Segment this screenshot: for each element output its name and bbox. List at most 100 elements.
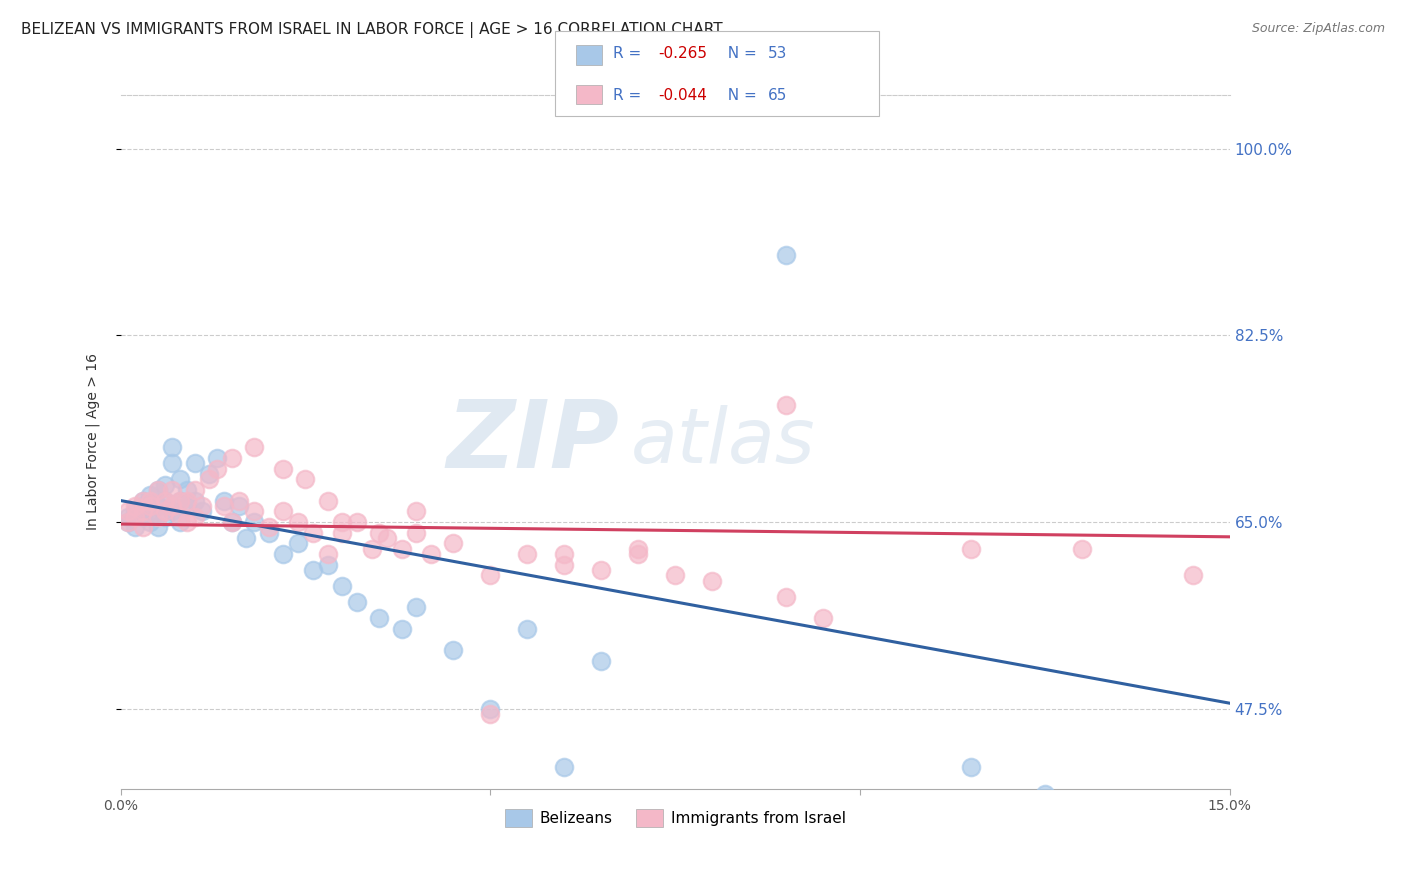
Immigrants from Israel — [132, 520, 155, 534]
Immigrants from Israel — [212, 499, 235, 513]
Text: 65: 65 — [768, 87, 787, 103]
Immigrants from Israel — [153, 493, 176, 508]
Belizeans — [516, 622, 538, 636]
Belizeans — [368, 611, 391, 625]
Belizeans — [124, 504, 146, 518]
Immigrants from Israel — [316, 547, 339, 561]
Immigrants from Israel — [811, 611, 834, 625]
Text: N =: N = — [718, 46, 762, 62]
Immigrants from Israel — [271, 504, 294, 518]
Immigrants from Israel — [553, 558, 575, 572]
Immigrants from Israel — [132, 493, 155, 508]
Text: -0.044: -0.044 — [658, 87, 707, 103]
Belizeans — [775, 248, 797, 262]
Belizeans — [146, 499, 169, 513]
Belizeans — [1033, 787, 1056, 801]
Belizeans — [332, 579, 354, 593]
Belizeans — [139, 504, 162, 518]
Belizeans — [287, 536, 309, 550]
Immigrants from Israel — [257, 520, 280, 534]
Immigrants from Israel — [221, 515, 243, 529]
Immigrants from Israel — [117, 504, 139, 518]
Belizeans — [235, 531, 257, 545]
Belizeans — [146, 483, 169, 497]
Belizeans — [960, 760, 983, 774]
Immigrants from Israel — [242, 504, 264, 518]
Text: atlas: atlas — [631, 405, 815, 479]
Text: R =: R = — [613, 46, 647, 62]
Belizeans — [198, 467, 221, 481]
Immigrants from Israel — [242, 440, 264, 454]
Immigrants from Israel — [591, 563, 613, 577]
Immigrants from Israel — [1181, 568, 1204, 582]
Immigrants from Israel — [146, 483, 169, 497]
Belizeans — [162, 440, 184, 454]
Immigrants from Israel — [124, 509, 146, 524]
Belizeans — [221, 515, 243, 529]
Legend: Belizeans, Immigrants from Israel: Belizeans, Immigrants from Israel — [499, 803, 852, 833]
Text: R =: R = — [613, 87, 647, 103]
Belizeans — [627, 803, 650, 817]
Belizeans — [441, 643, 464, 657]
Immigrants from Israel — [553, 547, 575, 561]
Immigrants from Israel — [441, 536, 464, 550]
Immigrants from Israel — [139, 493, 162, 508]
Y-axis label: In Labor Force | Age > 16: In Labor Force | Age > 16 — [86, 353, 100, 531]
Belizeans — [124, 520, 146, 534]
Immigrants from Israel — [294, 472, 316, 486]
Immigrants from Israel — [198, 472, 221, 486]
Immigrants from Israel — [479, 706, 502, 721]
Immigrants from Israel — [1070, 541, 1092, 556]
Belizeans — [176, 499, 198, 513]
Belizeans — [153, 477, 176, 491]
Belizeans — [346, 595, 368, 609]
Immigrants from Israel — [205, 461, 228, 475]
Belizeans — [183, 456, 205, 470]
Immigrants from Israel — [346, 515, 368, 529]
Immigrants from Israel — [627, 541, 650, 556]
Immigrants from Israel — [169, 509, 191, 524]
Belizeans — [169, 472, 191, 486]
Immigrants from Israel — [183, 509, 205, 524]
Immigrants from Israel — [664, 568, 686, 582]
Text: BELIZEAN VS IMMIGRANTS FROM ISRAEL IN LABOR FORCE | AGE > 16 CORRELATION CHART: BELIZEAN VS IMMIGRANTS FROM ISRAEL IN LA… — [21, 22, 723, 38]
Immigrants from Israel — [162, 499, 184, 513]
Belizeans — [132, 509, 155, 524]
Belizeans — [139, 488, 162, 502]
Immigrants from Israel — [169, 493, 191, 508]
Belizeans — [146, 520, 169, 534]
Belizeans — [162, 504, 184, 518]
Immigrants from Israel — [361, 541, 384, 556]
Immigrants from Israel — [960, 541, 983, 556]
Belizeans — [242, 515, 264, 529]
Immigrants from Israel — [332, 525, 354, 540]
Immigrants from Israel — [420, 547, 443, 561]
Belizeans — [302, 563, 325, 577]
Immigrants from Israel — [162, 483, 184, 497]
Text: N =: N = — [718, 87, 762, 103]
Text: Source: ZipAtlas.com: Source: ZipAtlas.com — [1251, 22, 1385, 36]
Immigrants from Israel — [316, 493, 339, 508]
Immigrants from Israel — [139, 499, 162, 513]
Immigrants from Israel — [287, 515, 309, 529]
Belizeans — [591, 654, 613, 668]
Immigrants from Israel — [124, 499, 146, 513]
Immigrants from Israel — [271, 461, 294, 475]
Belizeans — [153, 509, 176, 524]
Belizeans — [191, 504, 214, 518]
Immigrants from Israel — [479, 568, 502, 582]
Belizeans — [228, 499, 250, 513]
Belizeans — [257, 525, 280, 540]
Immigrants from Israel — [176, 515, 198, 529]
Immigrants from Israel — [183, 483, 205, 497]
Immigrants from Israel — [153, 504, 176, 518]
Belizeans — [153, 493, 176, 508]
Belizeans — [139, 515, 162, 529]
Belizeans — [553, 760, 575, 774]
Belizeans — [205, 450, 228, 465]
Text: 53: 53 — [768, 46, 787, 62]
Immigrants from Israel — [368, 525, 391, 540]
Belizeans — [183, 493, 205, 508]
Belizeans — [405, 600, 427, 615]
Immigrants from Israel — [627, 547, 650, 561]
